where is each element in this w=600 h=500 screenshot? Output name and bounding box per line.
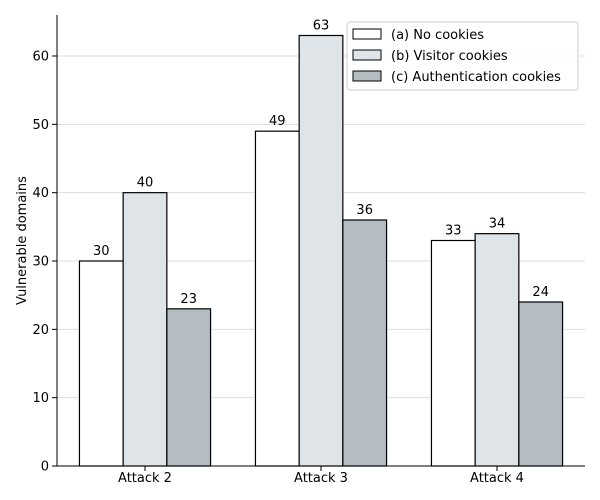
bar-value-label: 63 [313, 19, 330, 34]
bar [122, 192, 168, 467]
y-tick-label: 0 [41, 460, 49, 475]
y-axis-label: Vulnerable domains [15, 176, 30, 305]
bar [430, 239, 476, 467]
bar-value-label: 30 [93, 244, 110, 259]
bar-value-label: 24 [532, 285, 549, 300]
y-tick-label: 30 [32, 255, 49, 270]
bar-value-label: 36 [356, 203, 373, 218]
y-tick-label: 50 [32, 118, 49, 133]
y-axis-ticks: 0 10 20 30 40 50 60 [32, 50, 57, 475]
bar [78, 260, 124, 467]
bar [342, 219, 388, 467]
x-tick-label: Attack 3 [294, 471, 348, 486]
bar [518, 301, 564, 467]
x-tick-label: Attack 2 [118, 471, 172, 486]
legend-label: (a) No cookies [391, 28, 484, 43]
legend-frame [346, 21, 579, 91]
legend-label: (c) Authentication cookies [391, 70, 561, 85]
bar-value-label: 33 [445, 224, 462, 239]
bar [166, 308, 212, 467]
legend-swatch [352, 28, 382, 40]
bar [254, 130, 300, 467]
bars [78, 34, 564, 467]
bar-value-label: 34 [489, 217, 506, 232]
legend-swatch [352, 49, 382, 61]
y-tick-label: 40 [32, 186, 49, 201]
legend-swatch [352, 70, 382, 82]
bar-value-label: 23 [180, 292, 197, 307]
bar-value-label: 40 [137, 176, 154, 191]
x-tick-label: Attack 4 [470, 471, 524, 486]
x-axis-ticks: Attack 2 Attack 3 Attack 4 [118, 466, 524, 486]
legend: (a) No cookies (b) Visitor cookies (c) Aut… [346, 21, 579, 91]
legend-label: (b) Visitor cookies [391, 49, 508, 64]
bar [474, 233, 520, 467]
y-tick-label: 20 [32, 323, 49, 338]
data-labels: 30 40 23 49 63 36 33 34 24 [93, 19, 549, 307]
y-tick-label: 10 [32, 391, 49, 406]
y-tick-label: 60 [32, 50, 49, 65]
bar [298, 34, 344, 467]
bar-value-label: 49 [269, 114, 286, 129]
